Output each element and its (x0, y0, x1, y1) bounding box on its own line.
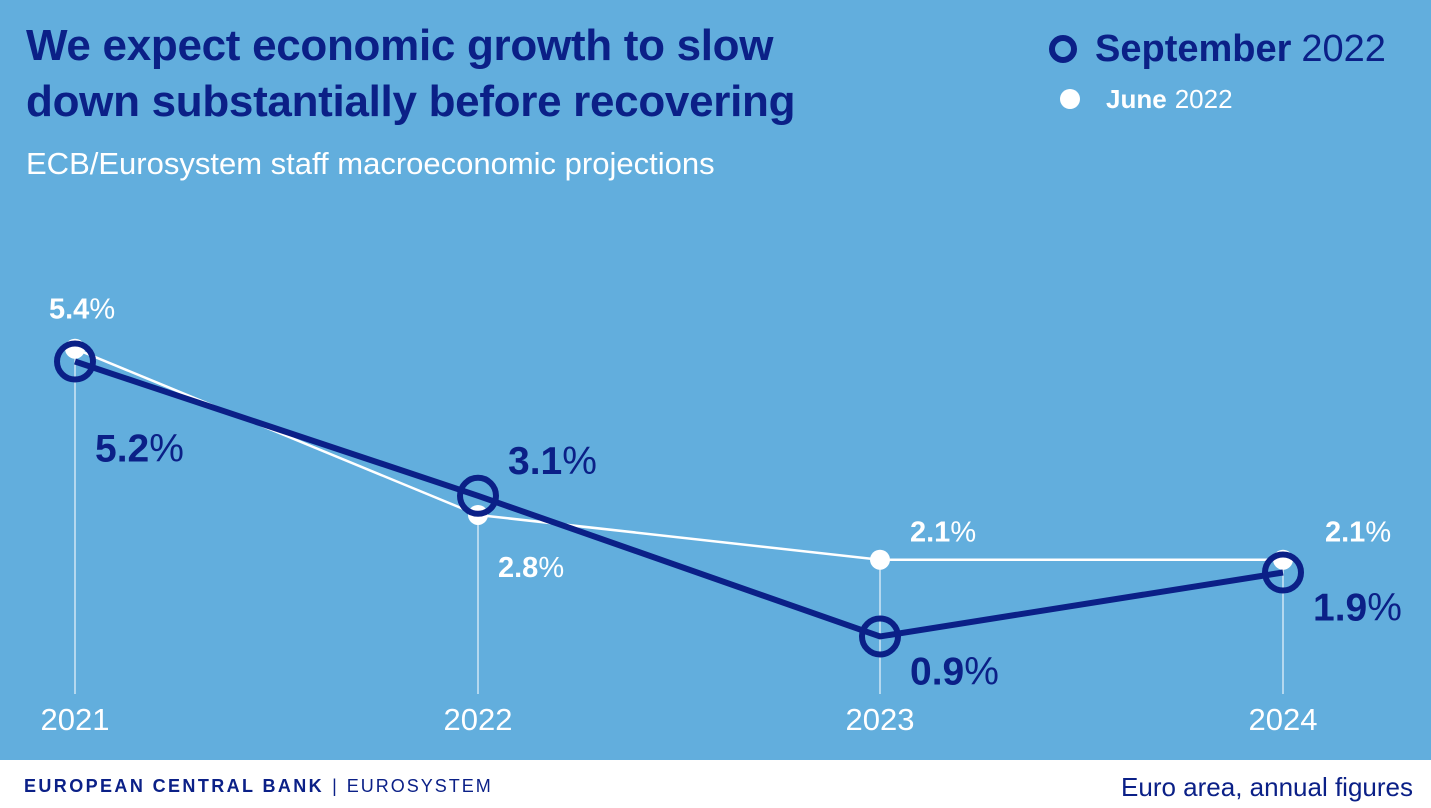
legend-item-september: September 2022 (1049, 24, 1386, 74)
data-point-september-2023 (859, 615, 901, 658)
data-point-june-2023 (870, 549, 890, 570)
chart-panel: We expect economic growth to slow down s… (0, 0, 1431, 760)
footer-organisation: EUROPEAN CENTRAL BANK | EUROSYSTEM (24, 776, 493, 797)
chart-title: We expect economic growth to slow down s… (26, 18, 926, 130)
ring-marker-icon (1049, 35, 1077, 63)
legend-september-year: 2022 (1301, 27, 1386, 70)
data-label-september-2023: 0.9% (910, 650, 999, 693)
chart-subtitle: ECB/Eurosystem staff macroeconomic proje… (26, 146, 715, 181)
data-label-september-2024: 1.9% (1313, 587, 1402, 630)
data-point-september-2024 (1262, 551, 1304, 594)
x-tick-label-2023: 2023 (846, 702, 915, 737)
legend-item-june: June 2022 (1060, 82, 1233, 116)
footer-note: Euro area, annual figures (1121, 772, 1413, 802)
x-tick-label-2022: 2022 (444, 702, 513, 737)
legend-june-year: 2022 (1174, 83, 1233, 114)
data-point-september-2022 (457, 474, 499, 517)
data-point-september-2021 (54, 340, 96, 383)
x-tick-label-2024: 2024 (1249, 702, 1318, 737)
data-label-june-2023: 2.1% (910, 517, 976, 549)
line-chart: 2021 2022 2023 2024 5.4% 2.8% 2.1% 2.1% 5.2% 3.1%… (41, 294, 1402, 737)
dot-marker-icon (1060, 89, 1080, 109)
footer-org-system: EUROSYSTEM (346, 776, 493, 796)
x-tick-label-2021: 2021 (41, 702, 110, 737)
legend-june-label: June (1106, 83, 1167, 114)
series-line-september (74, 358, 1284, 640)
data-label-june-2021: 5.4% (49, 294, 115, 326)
data-label-september-2022: 3.1% (508, 440, 597, 483)
chart-title-line-2: down substantially before recovering (26, 77, 796, 126)
legend-september-label: September (1095, 27, 1292, 70)
data-label-september-2021: 5.2% (95, 428, 184, 471)
footer-org-name: EUROPEAN CENTRAL BANK (24, 776, 325, 796)
footer-separator: | (332, 776, 339, 796)
data-label-june-2022: 2.8% (498, 552, 564, 584)
data-label-june-2024: 2.1% (1325, 517, 1391, 549)
chart-title-line-1: We expect economic growth to slow (26, 21, 774, 70)
series-line-june (74, 347, 1283, 561)
